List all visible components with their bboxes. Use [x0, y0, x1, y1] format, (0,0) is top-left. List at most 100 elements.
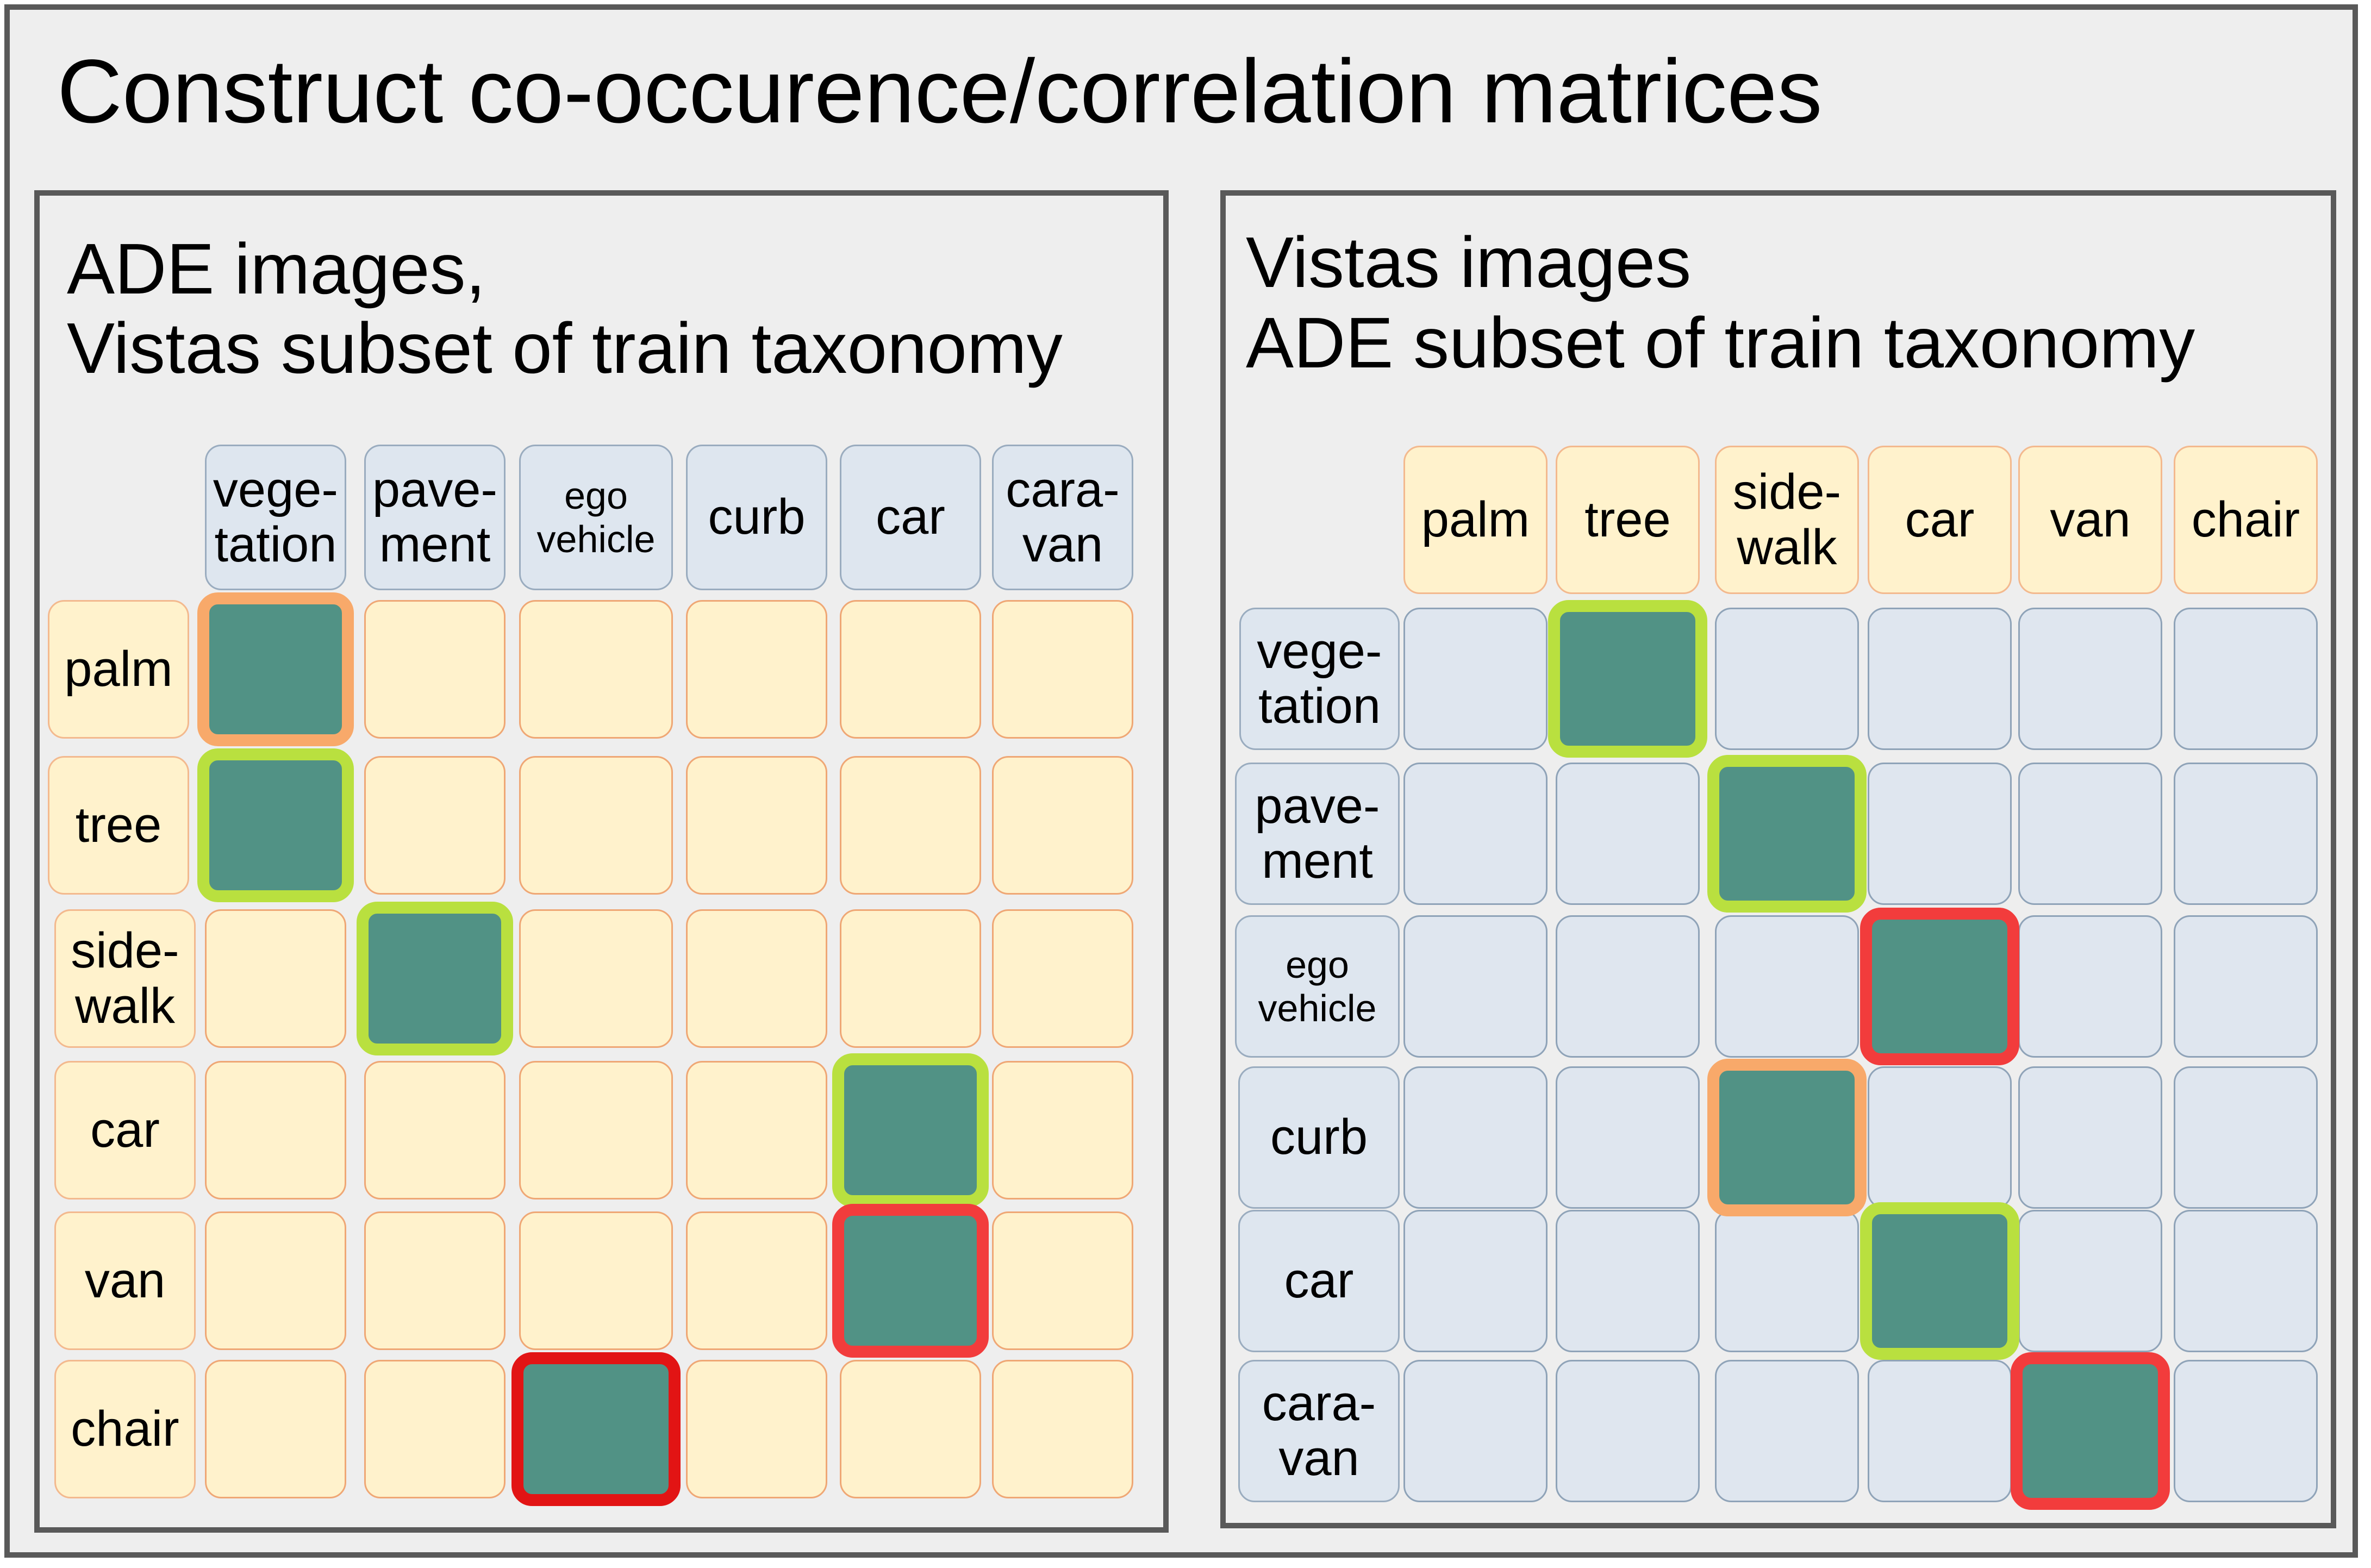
right-column-header-car: car: [1868, 446, 2012, 594]
column-header-label: car: [876, 489, 945, 545]
left-matrix-cell: [992, 909, 1133, 1048]
left-matrix-cell: [519, 1061, 673, 1200]
left-matrix-cell: [364, 756, 506, 895]
right-matrix-cell: [2018, 1066, 2162, 1209]
column-header-label: vege- tation: [213, 461, 339, 572]
left-matrix-cell: [205, 1360, 346, 1498]
right-matrix-cell: [1403, 1066, 1548, 1209]
right-column-header-chair: chair: [2174, 446, 2318, 594]
left-column-header-vegetation: vege- tation: [205, 445, 346, 590]
left-matrix-cell: [364, 1360, 506, 1498]
right-highlighted-cell-red: [2011, 1352, 2170, 1510]
right-matrix-cell: [1868, 608, 2012, 750]
right-matrix-cell: [1556, 1210, 1700, 1352]
left-highlighted-cell-red: [832, 1204, 989, 1358]
left-matrix-cell: [364, 1211, 506, 1350]
right-matrix-cell: [1868, 1360, 2012, 1502]
right-matrix-cell: [1403, 915, 1548, 1058]
figure-title: Construct co-occurence/correlation matri…: [57, 41, 1823, 142]
left-column-header-egovehicle: ego vehicle: [519, 445, 673, 590]
right-matrix-cell: [2174, 1360, 2318, 1502]
right-column-header-tree: tree: [1556, 446, 1700, 594]
column-header-label: pave- ment: [372, 461, 498, 572]
right-matrix-cell: [2018, 1210, 2162, 1352]
right-matrix-cell: [2018, 763, 2162, 905]
left-matrix-cell: [840, 756, 981, 895]
left-matrix-cell: [519, 1211, 673, 1350]
row-header-label: chair: [71, 1401, 179, 1457]
left-matrix-cell: [686, 909, 827, 1048]
right-matrix-cell: [1715, 1360, 1859, 1502]
right-highlighted-cell-green: [1707, 755, 1867, 913]
column-header-label: tree: [1584, 491, 1671, 547]
row-header-label: van: [84, 1252, 166, 1308]
left-matrix-cell: [840, 909, 981, 1048]
right-matrix-cell: [1403, 763, 1548, 905]
left-highlighted-cell-green: [832, 1053, 989, 1207]
right-column-header-palm: palm: [1403, 446, 1548, 594]
left-matrix-cell: [686, 1061, 827, 1200]
right-matrix-cell: [1868, 763, 2012, 905]
right-matrix-cell: [1715, 1210, 1859, 1352]
right-row-header-pavement: pave- ment: [1235, 763, 1400, 905]
left-matrix-cell: [519, 909, 673, 1048]
right-matrix-cell: [1556, 1360, 1700, 1502]
row-header-label: pave- ment: [1255, 778, 1380, 889]
left-matrix-cell: [364, 600, 506, 739]
left-matrix-cell: [992, 1360, 1133, 1498]
right-matrix-cell: [1715, 608, 1859, 750]
column-header-label: ego vehicle: [536, 474, 656, 561]
left-highlighted-cell-green: [197, 748, 354, 902]
right-row-header-egovehicle: ego vehicle: [1235, 915, 1400, 1058]
right-matrix-cell: [2174, 915, 2318, 1058]
right-column-header-van: van: [2018, 446, 2162, 594]
right-matrix-cell: [2018, 608, 2162, 750]
left-column-header-curb: curb: [686, 445, 827, 590]
column-header-label: van: [2050, 491, 2131, 547]
left-matrix-cell: [992, 1061, 1133, 1200]
left-column-header-car: car: [840, 445, 981, 590]
row-header-label: palm: [64, 641, 173, 697]
left-panel-title-line2: Vistas subset of train taxonomy: [67, 308, 1063, 388]
row-header-label: vege- tation: [1257, 623, 1382, 734]
right-highlighted-cell-green: [1860, 1202, 2019, 1360]
left-highlighted-cell-green: [357, 902, 513, 1055]
left-matrix-cell: [686, 600, 827, 739]
right-matrix-cell: [2174, 763, 2318, 905]
row-header-label: car: [1284, 1253, 1354, 1309]
left-matrix-cell: [686, 1211, 827, 1350]
row-header-label: ego vehicle: [1258, 943, 1377, 1030]
row-header-label: tree: [75, 797, 162, 853]
left-row-header-van: van: [54, 1211, 196, 1350]
right-highlighted-cell-red: [1860, 908, 2019, 1065]
left-column-header-caravan: cara- van: [992, 445, 1133, 590]
column-header-label: side- walk: [1732, 464, 1842, 575]
right-matrix-cell: [1556, 763, 1700, 905]
right-matrix-cell: [2174, 1210, 2318, 1352]
left-matrix-cell: [992, 1211, 1133, 1350]
right-matrix-cell: [1403, 608, 1548, 750]
left-matrix-cell: [686, 1360, 827, 1498]
left-panel-title-line1: ADE images,: [67, 229, 486, 309]
column-header-label: curb: [708, 489, 806, 545]
row-header-label: car: [90, 1102, 160, 1158]
right-row-header-curb: curb: [1238, 1066, 1400, 1209]
column-header-label: cara- van: [1006, 461, 1120, 572]
right-matrix-cell: [1403, 1210, 1548, 1352]
left-matrix-cell: [519, 756, 673, 895]
column-header-label: car: [1905, 491, 1975, 547]
left-row-header-palm: palm: [48, 600, 189, 739]
left-matrix-cell: [205, 1061, 346, 1200]
right-matrix-cell: [1556, 915, 1700, 1058]
right-highlighted-cell-green: [1548, 600, 1707, 758]
right-highlighted-cell-orange: [1707, 1059, 1867, 1216]
right-matrix-cell: [1715, 915, 1859, 1058]
left-matrix-cell: [205, 1211, 346, 1350]
left-matrix-cell: [364, 1061, 506, 1200]
left-row-header-tree: tree: [48, 756, 189, 895]
row-header-label: cara- van: [1262, 1375, 1376, 1486]
column-header-label: palm: [1421, 491, 1530, 547]
left-row-header-car: car: [54, 1061, 196, 1200]
left-matrix-cell: [840, 600, 981, 739]
right-matrix-cell: [2174, 1066, 2318, 1209]
